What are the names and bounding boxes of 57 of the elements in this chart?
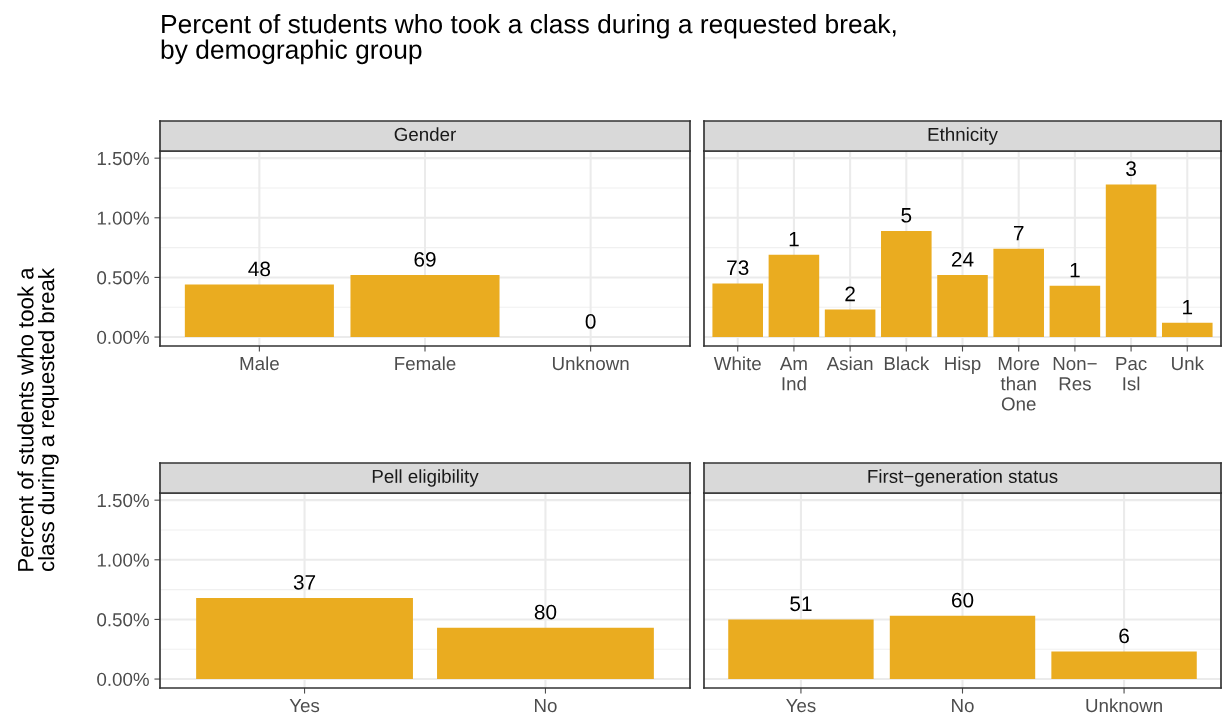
annotation: 60 (951, 592, 974, 608)
bar (1105, 184, 1157, 338)
chart-title: Ethnicity (928, 127, 998, 145)
y-tick-label: 0.00% (97, 330, 149, 345)
bar (824, 309, 876, 338)
annotation: 37 (293, 574, 316, 590)
annotation: 1 (1070, 262, 1080, 278)
x-tick-label: White (713, 356, 761, 371)
annotation: 3 (1126, 161, 1136, 177)
annotation: 1 (789, 231, 799, 247)
x-tick-label: Non− Res (1053, 357, 1097, 391)
x-tick-label: More than One (998, 357, 1040, 411)
x-tick-label: Hisp (945, 356, 981, 374)
bar (937, 275, 988, 338)
annotation: 80 (534, 604, 557, 620)
annotation: 73 (727, 260, 749, 276)
x-tick-label: No (952, 699, 974, 713)
annotation: 6 (1119, 628, 1129, 644)
annotation: 2 (845, 286, 855, 302)
annotation: 51 (790, 596, 812, 612)
annotation: 7 (1013, 225, 1024, 241)
bar (712, 283, 764, 338)
bar (768, 254, 820, 338)
chart-title: Pell eligibility (372, 469, 479, 487)
x-tick-label: Black (884, 356, 930, 371)
x-tick-label: Unknown (1086, 698, 1162, 713)
bar (1049, 285, 1101, 338)
y-tick-label: 0.50% (97, 271, 149, 285)
x-tick-label: Female (395, 356, 456, 371)
annotation: 48 (248, 261, 271, 277)
x-tick-label: Pac Isl (1116, 357, 1147, 391)
text: Percent of students who took a class during a requested break, by demographic group (161, 14, 896, 65)
x-tick-label: Yes (786, 699, 816, 713)
bar (1161, 322, 1213, 338)
x-tick-label: No (535, 699, 557, 713)
bar (993, 248, 1044, 338)
y-tick-label: 1.00% (97, 211, 149, 225)
x-tick-label: Am Ind (779, 357, 807, 391)
y-tick-label: 1.50% (97, 493, 149, 508)
annotation: 5 (901, 208, 912, 223)
chart-title: Gender (394, 127, 456, 142)
y-tick-label: 0.00% (97, 672, 149, 687)
x-tick-label: Yes (289, 699, 320, 713)
annotation: 0 (585, 314, 596, 329)
annotation: 69 (414, 252, 436, 267)
annotation: 24 (951, 252, 974, 267)
y-tick-label: 1.00% (97, 553, 149, 567)
y-tick-label: 1.50% (97, 151, 149, 166)
x-tick-label: Unknown (552, 356, 629, 371)
x-tick-label: Male (240, 356, 279, 371)
x-tick-label: Unk (1172, 356, 1204, 371)
x-tick-label: Asian (826, 356, 873, 371)
y-axis-title: Percent of students who took a class during a requested break (17, 267, 59, 571)
bar (881, 230, 932, 338)
chart-title: First−generation status (868, 469, 1058, 487)
y-tick-label: 0.50% (97, 613, 149, 627)
annotation: 1 (1183, 299, 1193, 315)
